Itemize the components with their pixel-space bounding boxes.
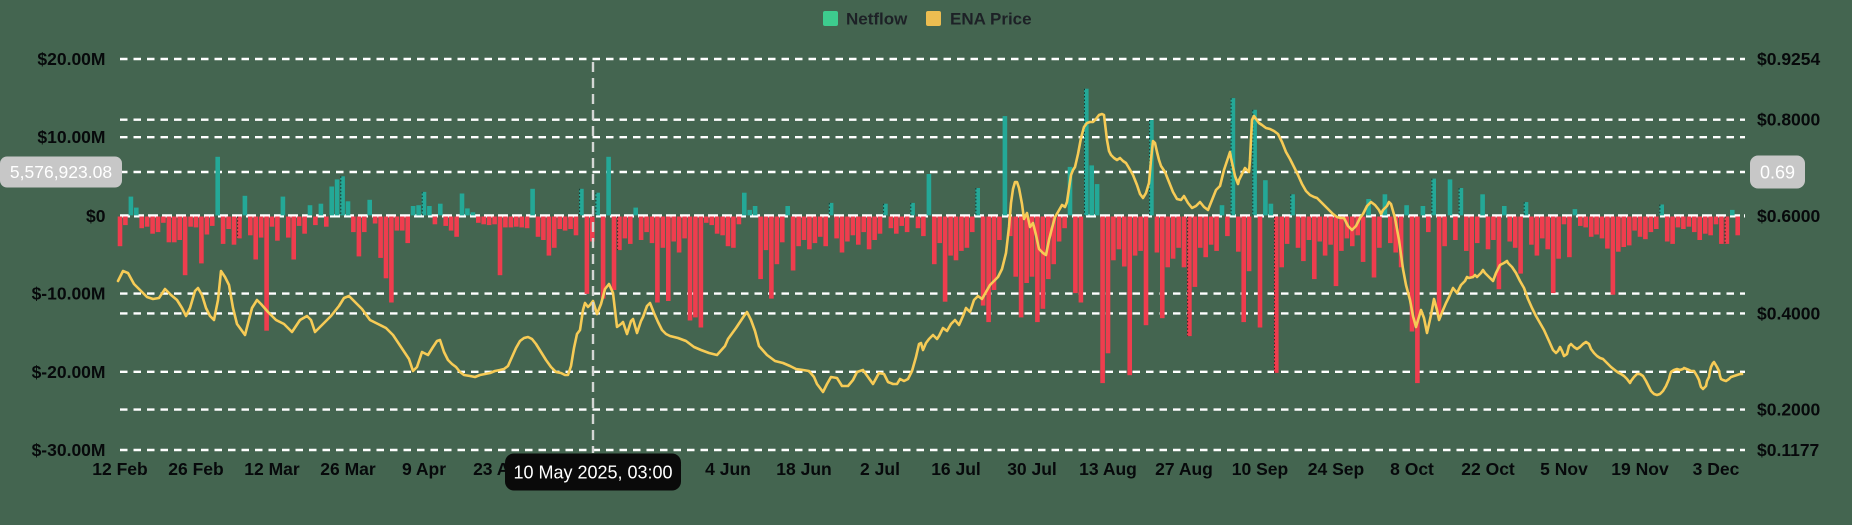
svg-text:$0.9254: $0.9254 bbox=[1757, 49, 1821, 69]
svg-text:4 Jun: 4 Jun bbox=[705, 459, 751, 479]
svg-text:30 Jul: 30 Jul bbox=[1007, 459, 1057, 479]
svg-text:$0.6000: $0.6000 bbox=[1757, 206, 1821, 226]
svg-text:12 Mar: 12 Mar bbox=[244, 459, 300, 479]
svg-text:3 Dec: 3 Dec bbox=[1693, 459, 1740, 479]
svg-text:$0.2000: $0.2000 bbox=[1757, 400, 1821, 420]
svg-text:10 May 2025, 03:00: 10 May 2025, 03:00 bbox=[513, 463, 672, 483]
svg-text:9 Apr: 9 Apr bbox=[402, 459, 446, 479]
svg-text:$0.1177: $0.1177 bbox=[1757, 440, 1819, 460]
svg-text:$0.4000: $0.4000 bbox=[1757, 303, 1821, 323]
svg-text:8 Oct: 8 Oct bbox=[1390, 459, 1434, 479]
svg-text:$0.8000: $0.8000 bbox=[1757, 110, 1821, 130]
svg-text:26 Feb: 26 Feb bbox=[168, 459, 223, 479]
svg-text:18 Jun: 18 Jun bbox=[776, 459, 831, 479]
svg-text:Netflow: Netflow bbox=[846, 10, 908, 29]
svg-text:22 Oct: 22 Oct bbox=[1461, 459, 1515, 479]
svg-text:5 Nov: 5 Nov bbox=[1540, 459, 1588, 479]
svg-text:$-20.00M: $-20.00M bbox=[32, 362, 106, 382]
svg-text:$10.00M: $10.00M bbox=[37, 127, 105, 147]
svg-text:$0: $0 bbox=[86, 206, 106, 226]
svg-text:$-30.00M: $-30.00M bbox=[32, 440, 106, 460]
svg-text:ENA Price: ENA Price bbox=[950, 10, 1032, 29]
svg-text:0.69: 0.69 bbox=[1760, 163, 1795, 183]
svg-text:16 Jul: 16 Jul bbox=[931, 459, 981, 479]
svg-text:27 Aug: 27 Aug bbox=[1155, 459, 1213, 479]
svg-text:13 Aug: 13 Aug bbox=[1079, 459, 1137, 479]
svg-text:5,576,923.08: 5,576,923.08 bbox=[10, 162, 112, 182]
svg-text:26 Mar: 26 Mar bbox=[320, 459, 376, 479]
svg-text:$20.00M: $20.00M bbox=[37, 49, 105, 69]
svg-text:$-10.00M: $-10.00M bbox=[32, 284, 106, 304]
svg-text:10 Sep: 10 Sep bbox=[1232, 459, 1288, 479]
svg-text:12 Feb: 12 Feb bbox=[92, 459, 147, 479]
svg-text:19 Nov: 19 Nov bbox=[1611, 459, 1669, 479]
svg-text:24 Sep: 24 Sep bbox=[1308, 459, 1364, 479]
svg-text:2 Jul: 2 Jul bbox=[860, 459, 900, 479]
